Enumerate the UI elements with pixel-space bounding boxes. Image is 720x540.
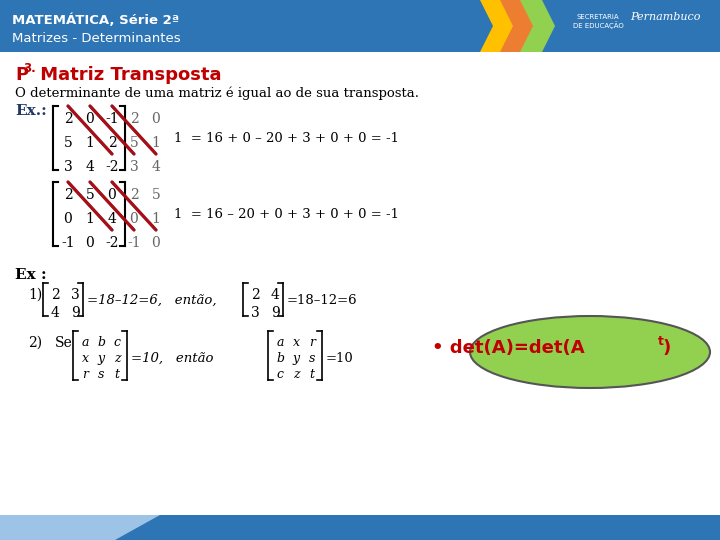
Text: 3.: 3. <box>23 62 36 75</box>
Text: Matrizes - Determinantes: Matrizes - Determinantes <box>12 32 181 45</box>
Text: 0: 0 <box>107 188 117 202</box>
Bar <box>0 515 720 540</box>
Text: 0: 0 <box>63 212 73 226</box>
Bar <box>0 0 720 52</box>
Text: y: y <box>97 352 104 365</box>
Text: • det(A)=det(A: • det(A)=det(A <box>433 339 585 357</box>
Text: 4: 4 <box>271 288 279 302</box>
Text: t: t <box>658 335 664 348</box>
Text: 3: 3 <box>71 288 79 302</box>
Text: 2: 2 <box>130 188 138 202</box>
Text: a: a <box>81 336 89 349</box>
Text: 0: 0 <box>130 212 138 226</box>
Text: 2: 2 <box>107 136 117 150</box>
Text: 1  = 16 – 20 + 0 + 3 + 0 + 0 = -1: 1 = 16 – 20 + 0 + 3 + 0 + 0 = -1 <box>174 208 399 221</box>
Text: -2: -2 <box>105 236 119 250</box>
Text: y: y <box>292 352 300 365</box>
Text: 2): 2) <box>28 336 42 350</box>
Ellipse shape <box>470 316 710 388</box>
Text: r: r <box>309 336 315 349</box>
Text: 4: 4 <box>107 212 117 226</box>
Text: 1): 1) <box>28 288 42 302</box>
Text: 2: 2 <box>63 112 73 126</box>
Text: O determinante de uma matriz é igual ao de sua transposta.: O determinante de uma matriz é igual ao … <box>15 86 419 99</box>
Text: 3: 3 <box>251 306 259 320</box>
Text: a: a <box>276 336 284 349</box>
Text: MATEMÁTICA, Série 2ª: MATEMÁTICA, Série 2ª <box>12 13 179 26</box>
Text: -2: -2 <box>105 160 119 174</box>
Text: 0: 0 <box>86 236 94 250</box>
Text: 1: 1 <box>86 212 94 226</box>
Text: Se: Se <box>55 336 73 350</box>
Text: 3: 3 <box>63 160 73 174</box>
Text: 2: 2 <box>130 112 138 126</box>
Text: 5: 5 <box>63 136 73 150</box>
Text: 9: 9 <box>71 306 79 320</box>
Text: 2: 2 <box>50 288 59 302</box>
Text: -1: -1 <box>127 236 141 250</box>
Text: s: s <box>98 368 104 381</box>
Text: 3: 3 <box>130 160 138 174</box>
Text: 1: 1 <box>152 212 161 226</box>
Text: b: b <box>276 352 284 365</box>
Text: Matriz Transposta: Matriz Transposta <box>34 66 222 84</box>
Text: =10: =10 <box>326 352 354 365</box>
Text: 4: 4 <box>86 160 94 174</box>
Text: 2: 2 <box>63 188 73 202</box>
Text: Ex :: Ex : <box>15 268 47 282</box>
Text: 9: 9 <box>271 306 279 320</box>
Text: 5: 5 <box>130 136 138 150</box>
Text: t: t <box>310 368 315 381</box>
Text: 0: 0 <box>152 236 161 250</box>
Text: z: z <box>114 352 120 365</box>
Text: =10,   então: =10, então <box>131 352 214 365</box>
Text: r: r <box>82 368 88 381</box>
Text: ): ) <box>663 339 671 357</box>
Text: z: z <box>293 368 300 381</box>
Text: 2: 2 <box>251 288 259 302</box>
Text: c: c <box>276 368 284 381</box>
Text: P: P <box>15 66 28 84</box>
Text: =18–12=6: =18–12=6 <box>287 294 358 307</box>
Text: Pernambuco: Pernambuco <box>630 12 701 22</box>
Text: 1: 1 <box>86 136 94 150</box>
Text: -1: -1 <box>61 236 75 250</box>
Text: 1  = 16 + 0 – 20 + 3 + 0 + 0 = -1: 1 = 16 + 0 – 20 + 3 + 0 + 0 = -1 <box>174 132 399 145</box>
Text: 0: 0 <box>152 112 161 126</box>
Text: 4: 4 <box>152 160 161 174</box>
Text: =18–12=6,   então,: =18–12=6, então, <box>87 294 217 307</box>
Polygon shape <box>0 515 160 540</box>
Text: 1: 1 <box>152 136 161 150</box>
Text: 5: 5 <box>152 188 161 202</box>
Polygon shape <box>480 0 515 52</box>
Polygon shape <box>500 0 535 52</box>
Text: 4: 4 <box>50 306 60 320</box>
Polygon shape <box>520 0 555 52</box>
Text: 5: 5 <box>86 188 94 202</box>
Text: Ex.:: Ex.: <box>15 104 47 118</box>
Text: s: s <box>309 352 315 365</box>
Text: c: c <box>114 336 120 349</box>
Text: x: x <box>292 336 300 349</box>
Text: x: x <box>81 352 89 365</box>
Text: t: t <box>114 368 120 381</box>
Text: b: b <box>97 336 105 349</box>
Text: 0: 0 <box>86 112 94 126</box>
Text: -1: -1 <box>105 112 119 126</box>
Text: SECRETARIA
DE EDUCAÇÃO: SECRETARIA DE EDUCAÇÃO <box>572 14 624 29</box>
